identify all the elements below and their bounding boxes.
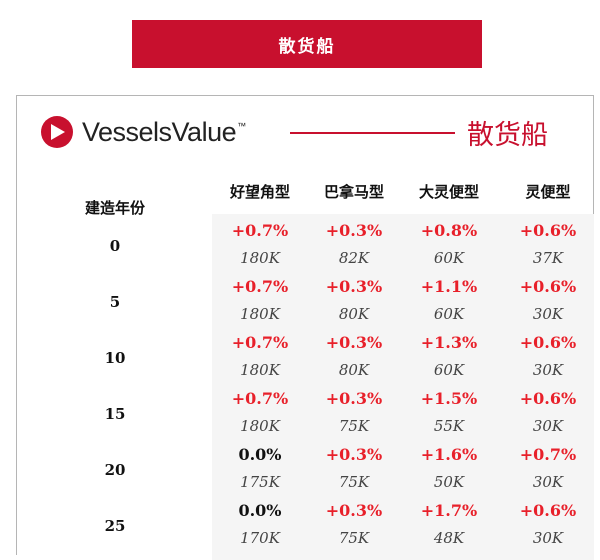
change-percent: +0.6% [519, 277, 577, 296]
vessel-value: 180K [240, 417, 280, 435]
vessel-value: 175K [240, 473, 280, 491]
change-percent: +0.7% [231, 221, 289, 240]
vessel-value: 75K [338, 473, 370, 491]
vessel-value: 30K [532, 473, 564, 491]
change-percent: +0.7% [231, 277, 289, 296]
change-percent: +0.6% [519, 389, 577, 408]
logo-brand-text: VesselsValue™ [82, 116, 246, 147]
vesselsvalue-logo-icon [41, 116, 73, 148]
vessel-value: 75K [338, 529, 370, 547]
vessel-value: 180K [240, 305, 280, 323]
vessel-value: 37K [532, 249, 564, 267]
vessel-value: 80K [338, 361, 370, 379]
vessel-value: 82K [338, 249, 370, 267]
change-percent: +1.7% [420, 501, 478, 520]
change-percent: +0.3% [325, 501, 383, 520]
vessel-value: 170K [240, 529, 280, 547]
change-percent: +0.6% [519, 501, 577, 520]
change-percent: +1.3% [420, 333, 478, 352]
vessel-value: 30K [532, 305, 564, 323]
change-percent: +0.3% [325, 445, 383, 464]
change-percent: +0.3% [325, 277, 383, 296]
column-header-age: 建造年份 [84, 199, 145, 217]
row-age: 0 [109, 237, 121, 255]
column-header-3: 大灵便型 [418, 183, 479, 201]
change-percent: +0.7% [231, 333, 289, 352]
change-percent: +1.6% [420, 445, 478, 464]
change-percent: 0.0% [238, 501, 282, 520]
change-percent: 0.0% [238, 445, 282, 464]
column-header-4: 灵便型 [525, 183, 571, 201]
change-percent: +0.8% [420, 221, 478, 240]
logo-section-title: 散货船 [467, 120, 548, 151]
vessel-value: 60K [433, 249, 465, 267]
logo-divider-line [290, 132, 455, 134]
row-age: 10 [104, 349, 126, 367]
vessel-value: 30K [532, 361, 564, 379]
values-shaded-area [212, 214, 594, 560]
column-header-2: 巴拿马型 [323, 183, 384, 201]
change-percent: +0.6% [519, 221, 577, 240]
change-percent: +0.7% [519, 445, 577, 464]
row-age: 20 [104, 461, 126, 479]
column-header-1: 好望角型 [229, 183, 290, 201]
vessel-value: 30K [532, 417, 564, 435]
vessel-value: 75K [338, 417, 370, 435]
banner-title: 散货船 [278, 36, 336, 57]
change-percent: +0.3% [325, 221, 383, 240]
change-percent: +1.1% [420, 277, 478, 296]
row-age: 5 [109, 293, 121, 311]
change-percent: +1.5% [420, 389, 478, 408]
vessel-value: 180K [240, 361, 280, 379]
vessel-value: 50K [433, 473, 465, 491]
vessel-value: 80K [338, 305, 370, 323]
row-age: 15 [104, 405, 126, 423]
section-banner: 散货船 [132, 20, 482, 68]
vessel-value: 48K [433, 529, 465, 547]
vesselsvalue-logo: VesselsValue™ [40, 112, 246, 152]
vessel-value: 60K [433, 305, 465, 323]
change-percent: +0.6% [519, 333, 577, 352]
change-percent: +0.3% [325, 389, 383, 408]
vessel-value: 55K [433, 417, 465, 435]
vessel-value: 60K [433, 361, 465, 379]
change-percent: +0.3% [325, 333, 383, 352]
vessel-value: 180K [240, 249, 280, 267]
row-age: 25 [104, 517, 126, 535]
change-percent: +0.7% [231, 389, 289, 408]
vessel-value: 30K [532, 529, 564, 547]
